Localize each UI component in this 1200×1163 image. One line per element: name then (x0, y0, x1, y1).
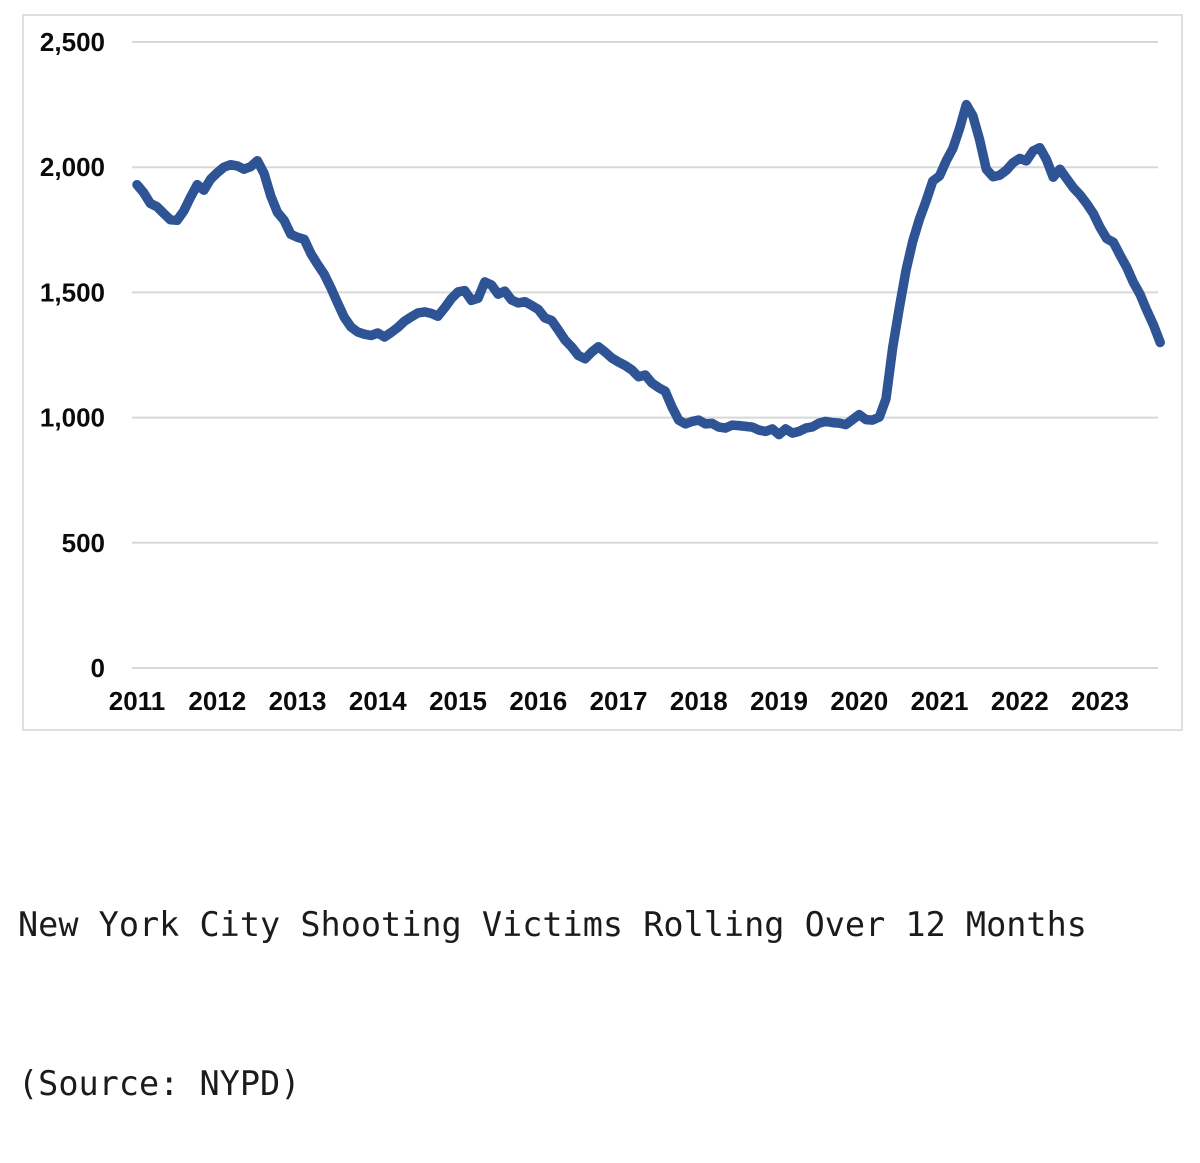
x-tick-label: 2019 (750, 686, 808, 716)
x-tick-label: 2015 (429, 686, 487, 716)
y-axis-labels: 0 500 1,000 1,500 2,000 2,500 (40, 27, 105, 683)
y-tick-label: 2,500 (40, 27, 105, 57)
x-tick-label: 2017 (590, 686, 648, 716)
y-gridlines (132, 41, 1158, 669)
x-tick-label: 2013 (269, 686, 327, 716)
x-tick-label: 2021 (911, 686, 969, 716)
chart-source: (Source: NYPD) (18, 1064, 301, 1103)
chart-panel: 0 500 1,000 1,500 2,000 2,500 2011 2012 2013 2014… (22, 14, 1183, 731)
x-tick-label: 2023 (1071, 686, 1129, 716)
x-axis-labels: 2011 2012 2013 2014 2015 2016 2017 2018 2019 2020… (109, 686, 1129, 716)
x-tick-label: 2011 (109, 686, 165, 716)
data-line (132, 99, 1165, 440)
y-tick-label: 0 (91, 653, 105, 683)
y-tick-label: 1,000 (40, 403, 105, 433)
x-tick-label: 2020 (830, 686, 888, 716)
y-tick-label: 2,000 (40, 152, 105, 182)
chart-title: New York City Shooting Victims Rolling O… (18, 905, 1087, 944)
y-tick-label: 1,500 (40, 277, 105, 307)
line-chart: 0 500 1,000 1,500 2,000 2,500 2011 2012 2013 2014… (40, 27, 1165, 716)
x-tick-label: 2016 (509, 686, 567, 716)
y-tick-label: 500 (62, 528, 105, 558)
chart-caption: New York City Shooting Victims Rolling O… (18, 792, 1087, 1163)
x-tick-label: 2014 (349, 686, 407, 716)
x-tick-label: 2012 (188, 686, 246, 716)
x-tick-label: 2018 (670, 686, 728, 716)
x-tick-label: 2022 (991, 686, 1049, 716)
